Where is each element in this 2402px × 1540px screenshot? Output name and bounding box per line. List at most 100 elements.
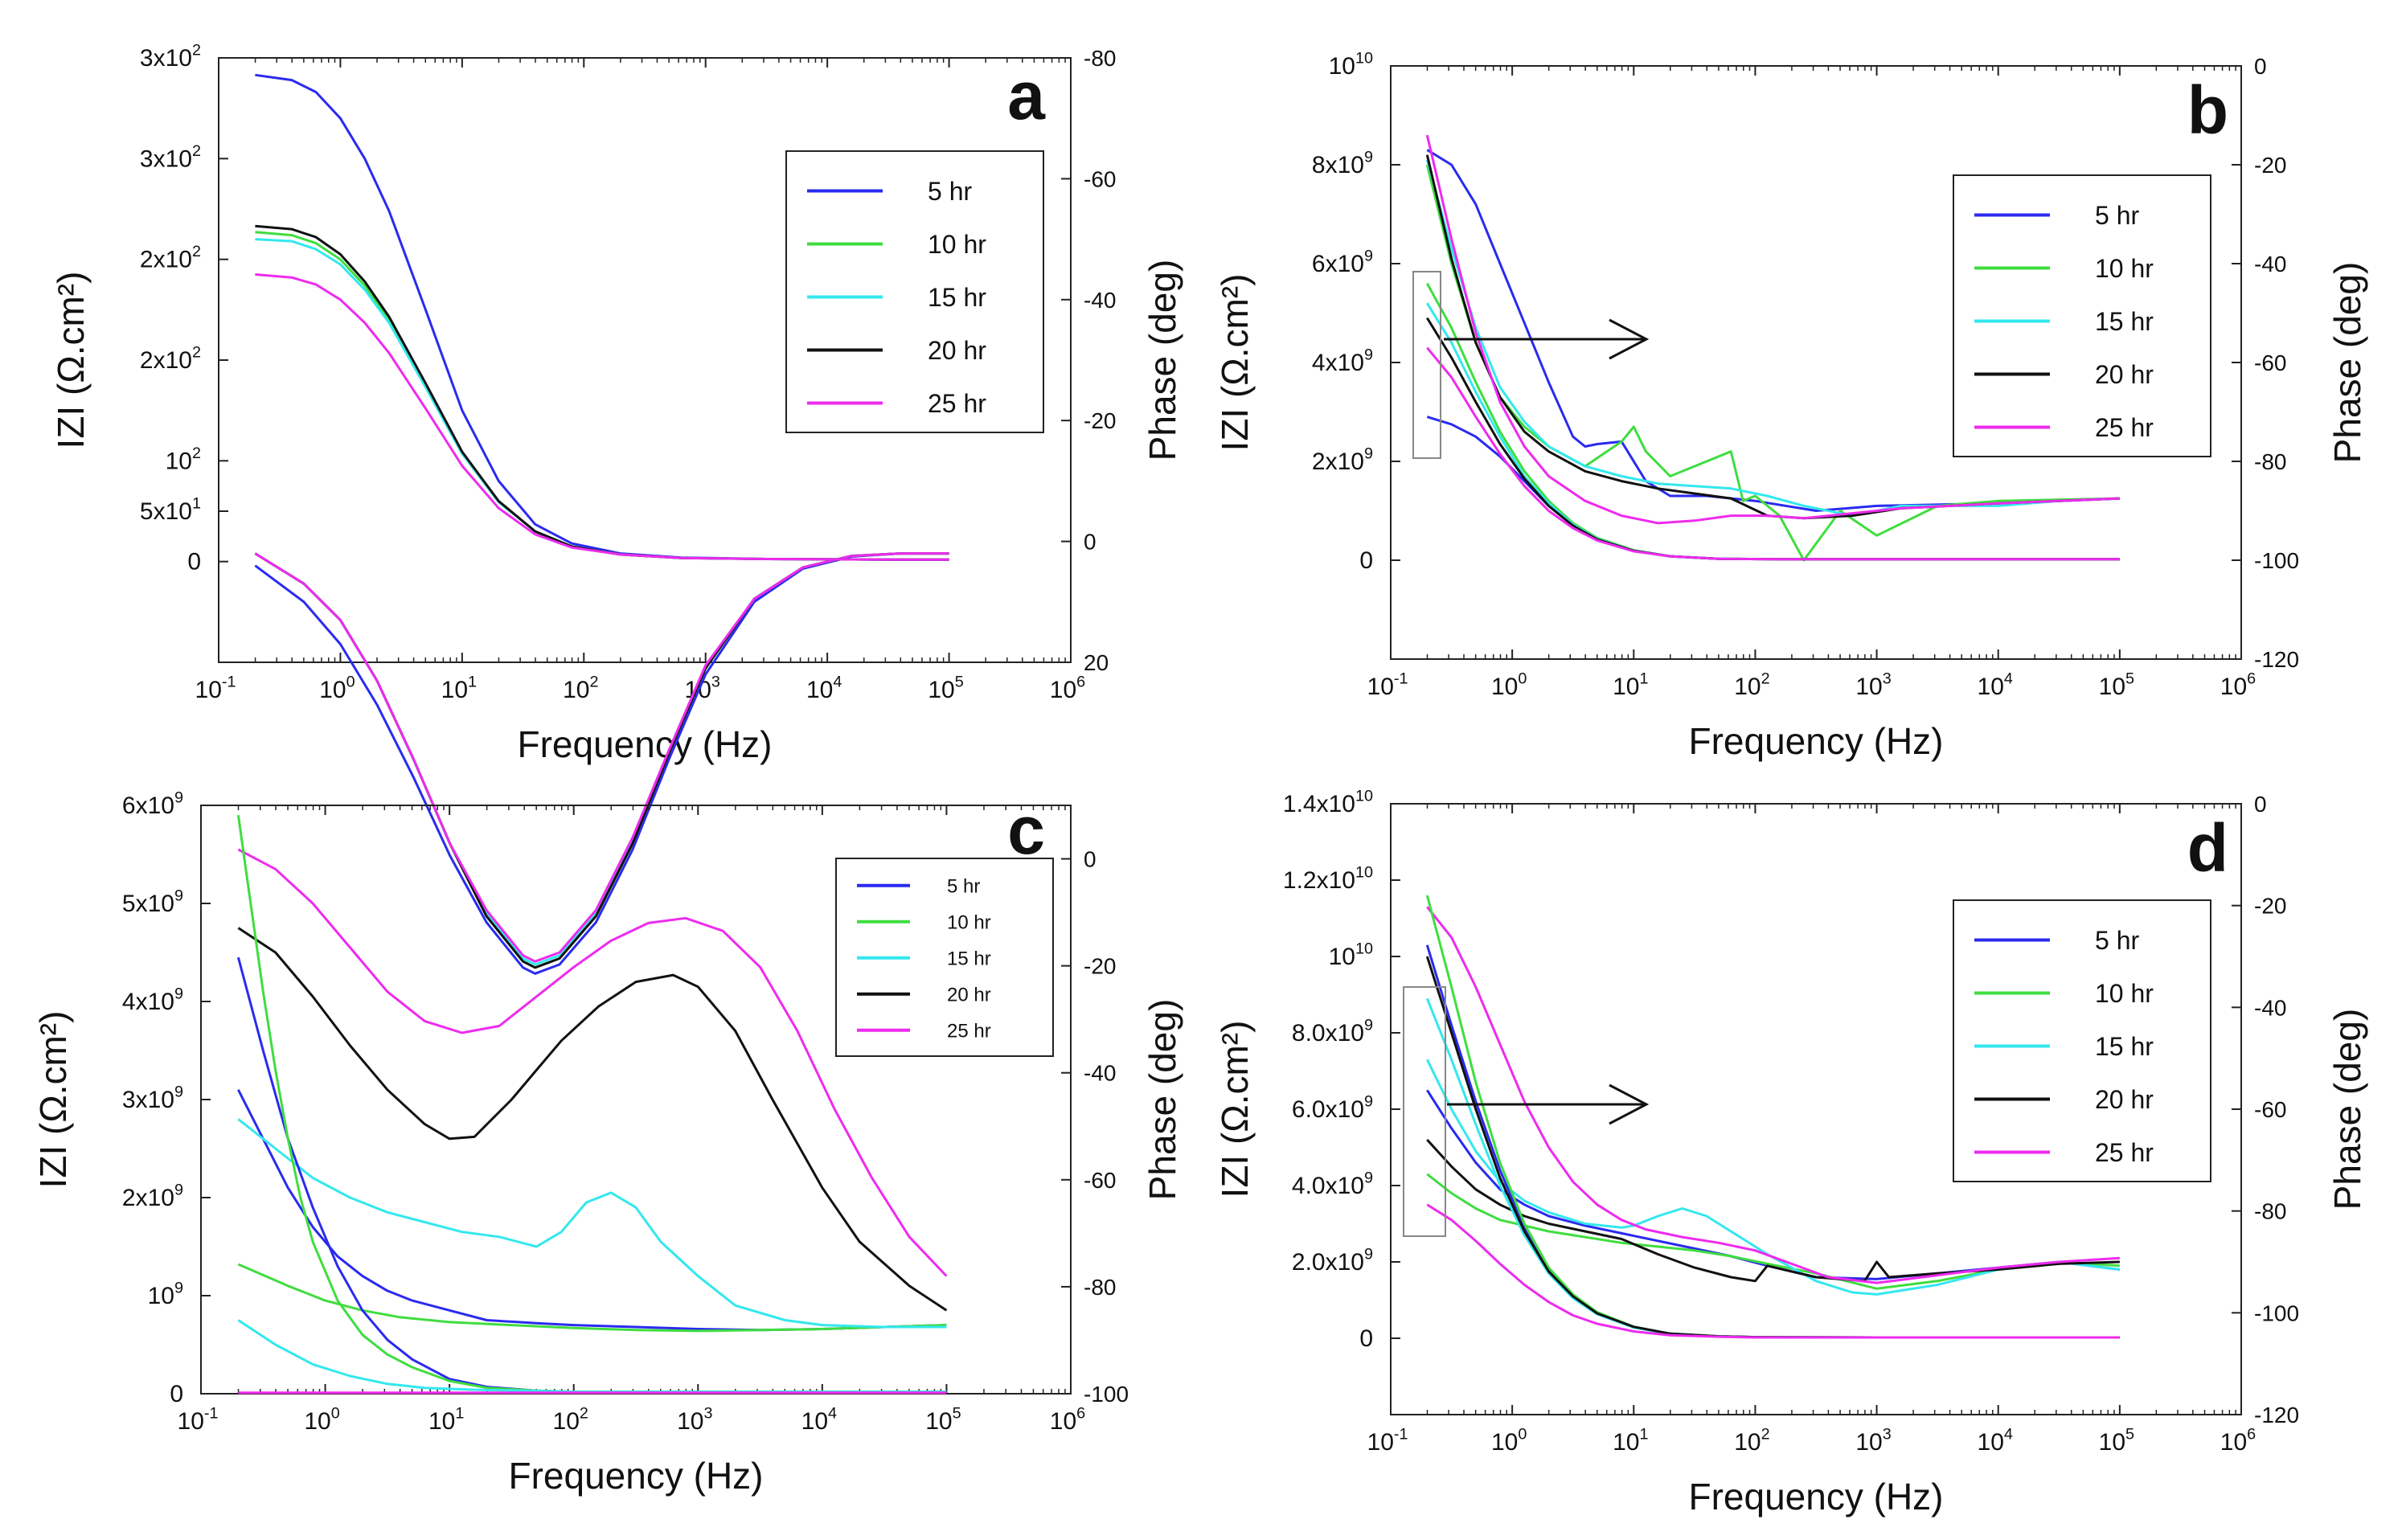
y-right-tick-label: -40 — [1084, 288, 1116, 313]
legend-label-base: 20 hr — [2095, 360, 2154, 389]
y-left-tick-label-base: 2x10 — [1312, 448, 1364, 475]
y-left-tick-label-base: 0 — [170, 1381, 183, 1407]
y-left-tick-label-exp: 9 — [174, 1182, 183, 1199]
y-left-tick-label-base: 0 — [1359, 547, 1373, 574]
x-tick-label: 101 — [1613, 670, 1648, 701]
y-left-tick-label-exp: 9 — [174, 1083, 183, 1101]
x-tick-label: 10-1 — [1367, 670, 1408, 701]
y-left-axis-label-base: IZI (Ω.cm²) — [50, 272, 92, 449]
x-tick-label-exp: 0 — [331, 1405, 340, 1423]
legend-label-base: 15 hr — [2095, 1032, 2154, 1061]
selection-box — [1412, 271, 1441, 459]
y-left-tick-label: 102 — [166, 444, 201, 475]
y-left-tick-label: 8.0x109 — [1292, 1017, 1373, 1047]
legend-label-base: 25 hr — [2095, 1138, 2154, 1167]
y-right-tick-label-base: -40 — [2254, 995, 2286, 1020]
panel-letter: b — [2187, 72, 2228, 148]
x-tick-label-base: 10 — [2220, 674, 2247, 700]
y-right-tick-label: -60 — [1084, 166, 1116, 191]
y-right-tick-label-base: -20 — [2254, 153, 2286, 178]
x-axis-label: Frequency (Hz) — [509, 1455, 764, 1497]
x-tick-label-exp: 2 — [580, 1405, 588, 1423]
legend: 5 hr 10 hr 15 hr 20 hr 25 hr — [1953, 899, 2211, 1182]
y-left-tick-label: 1.2x1010 — [1283, 864, 1373, 895]
x-tick-label-exp: 6 — [1076, 1405, 1085, 1423]
x-tick-label-base: 10 — [1613, 1429, 1639, 1456]
y-left-tick-label-base: 2x10 — [122, 1185, 174, 1211]
y-left-tick-label-exp: 9 — [1364, 248, 1373, 265]
series-line-10hr — [1426, 1173, 2120, 1290]
y-left-tick-label: 5x109 — [122, 887, 183, 918]
series-line-10hr — [237, 1263, 947, 1333]
y-left-tick-label-exp: 9 — [174, 1280, 183, 1297]
panel-letter-base: b — [2187, 72, 2228, 148]
y-left-tick-label-exp: 9 — [1364, 149, 1373, 166]
y-left-tick-label-base: 1.2x10 — [1283, 867, 1355, 894]
x-tick-label-base: 10 — [1050, 1408, 1076, 1435]
y-right-tick-label: -20 — [2254, 153, 2286, 178]
x-tick-label-base: 10 — [925, 1408, 952, 1435]
y-right-tick-label-base: 0 — [2254, 54, 2267, 79]
y-left-tick-label: 1010 — [1329, 50, 1373, 80]
y-left-tick-label: 3x102 — [140, 142, 201, 173]
y-right-tick-label: -60 — [1084, 1168, 1116, 1193]
y-left-tick-label: 1.4x1010 — [1283, 788, 1373, 818]
y-left-tick-label: 0 — [1359, 547, 1373, 574]
x-axis-label-base: Frequency (Hz) — [509, 1455, 764, 1497]
y-right-tick-label-base: -40 — [1084, 1061, 1116, 1086]
x-tick-label-base: 10 — [1855, 1429, 1882, 1456]
y-right-tick-label: -80 — [1084, 1275, 1116, 1300]
x-tick-label-exp: 1 — [1639, 1426, 1648, 1444]
legend-label: 25 hr — [947, 1020, 991, 1042]
x-tick-label-exp: 3 — [703, 1405, 712, 1423]
y-right-tick-label-base: -120 — [2254, 647, 2299, 672]
legend-label-base: 10 hr — [2095, 254, 2154, 283]
x-tick-label-exp: 2 — [589, 674, 598, 691]
y-right-tick-label: -80 — [2254, 449, 2286, 474]
x-tick-label-base: 10 — [195, 677, 222, 703]
y-right-axis-label-base: Phase (deg) — [1142, 999, 1183, 1201]
x-tick-label: 102 — [1734, 1426, 1769, 1456]
y-left-tick-label-base: 10 — [1329, 53, 1355, 80]
y-left-tick-label-base: 0 — [1359, 1325, 1373, 1352]
y-left-tick-label-base: 3x10 — [140, 45, 192, 72]
x-tick-label: 101 — [428, 1405, 464, 1436]
y-left-axis-label-base: IZI (Ω.cm²) — [32, 1011, 74, 1189]
x-axis-label-base: Frequency (Hz) — [1689, 1476, 1944, 1517]
x-tick-label: 101 — [1613, 1426, 1648, 1456]
y-left-tick-label: 6x109 — [122, 789, 183, 820]
y-right-tick-label: 0 — [2254, 792, 2267, 817]
legend-label-base: 10 hr — [2095, 979, 2154, 1008]
x-tick-label: 10-1 — [178, 1405, 219, 1436]
y-right-tick-label-base: -120 — [2254, 1403, 2299, 1427]
legend-label-base: 15 hr — [947, 948, 991, 969]
legend-label: 20 hr — [947, 984, 991, 1006]
series-line-25hr — [254, 552, 949, 963]
x-tick-label-base: 10 — [1734, 1429, 1761, 1456]
x-tick-label-base: 10 — [1367, 1429, 1394, 1456]
y-left-tick-label: 3x109 — [122, 1083, 183, 1114]
y-left-tick-label-base: 5x10 — [140, 498, 192, 525]
x-tick-label-base: 10 — [1978, 674, 2004, 700]
series-line-25hr — [237, 848, 948, 1277]
x-tick-label-base: 10 — [553, 1408, 580, 1435]
y-left-axis-label: IZI (Ω.cm²) — [50, 272, 92, 449]
y-right-tick-label-base: 0 — [1084, 847, 1096, 872]
x-tick-label-base: 10 — [319, 677, 346, 703]
x-tick-label: 102 — [563, 674, 598, 704]
x-tick-label-exp: 4 — [828, 1405, 837, 1423]
y-right-tick-label-base: -100 — [1084, 1382, 1129, 1407]
y-left-tick-label-exp: 2 — [192, 142, 201, 160]
panel-b: 10-1 100 101 102 103 104 105 10602x1094x1096x10… — [1214, 50, 2368, 763]
y-right-axis-label-base: Phase (deg) — [2326, 1009, 2368, 1210]
legend-label-base: 20 hr — [947, 984, 991, 1006]
y-right-tick-label-base: -40 — [1084, 288, 1116, 313]
y-right-axis-label-base: Phase (deg) — [1142, 260, 1183, 461]
panel-letter-base: a — [1007, 58, 1046, 133]
y-right-axis-label: Phase (deg) — [2326, 1009, 2368, 1210]
x-tick-label-exp: 0 — [1518, 1426, 1527, 1444]
legend: 5 hr 10 hr 15 hr 20 hr 25 hr — [835, 858, 1054, 1057]
y-right-tick-label: -20 — [2254, 894, 2286, 919]
legend-label: 20 hr — [2095, 1085, 2154, 1114]
y-right-tick-label-base: -80 — [1084, 46, 1116, 71]
